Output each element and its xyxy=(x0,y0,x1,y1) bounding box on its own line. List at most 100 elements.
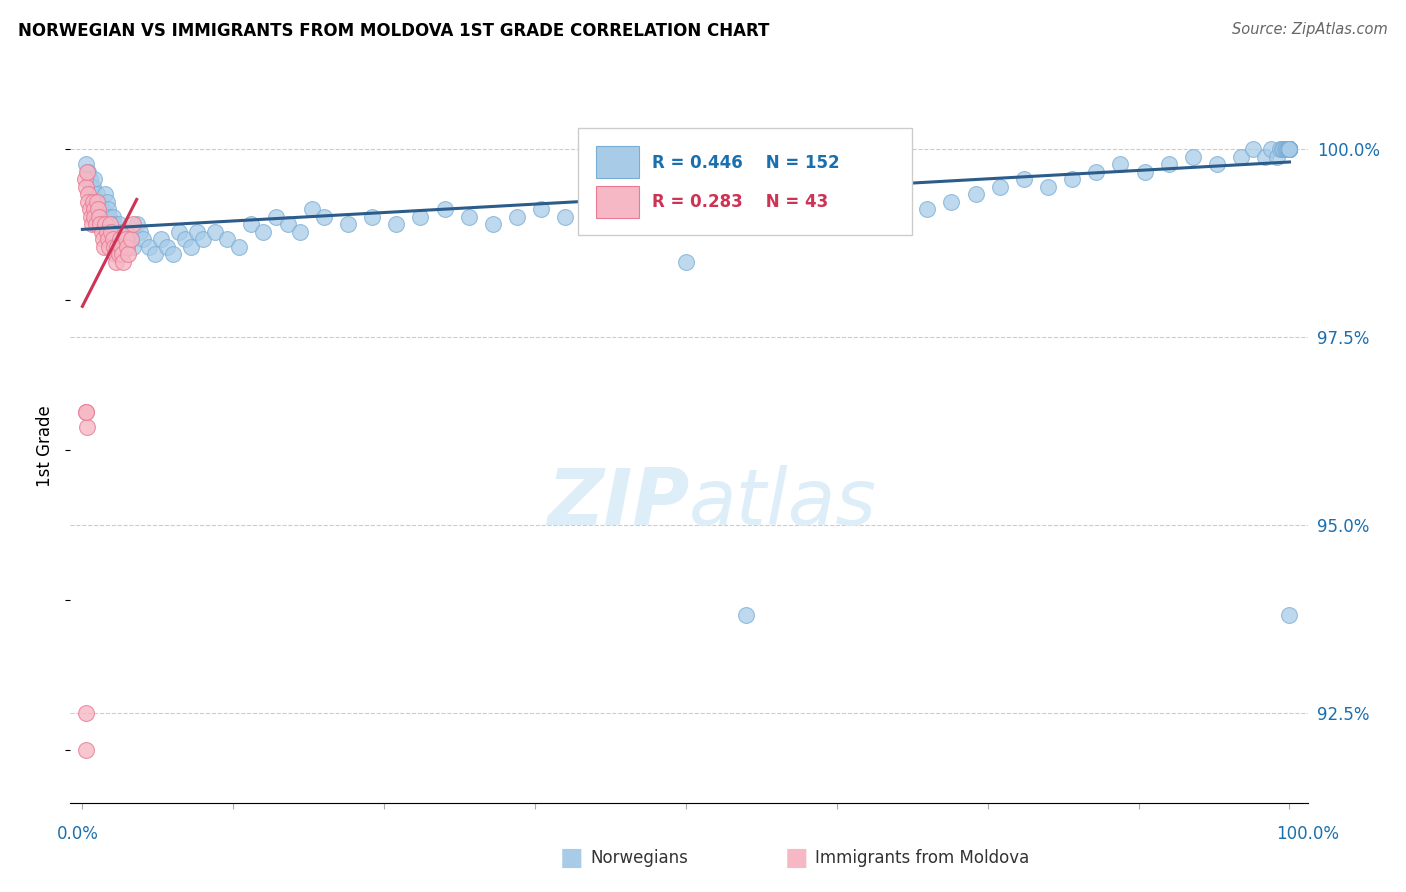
Point xyxy=(79,202,101,217)
Point xyxy=(204,225,226,239)
Point xyxy=(122,218,145,232)
Point xyxy=(114,232,136,246)
Point xyxy=(186,225,208,239)
Point xyxy=(217,232,239,246)
Point xyxy=(1278,142,1301,156)
Point xyxy=(1278,142,1301,156)
Point xyxy=(94,187,117,202)
Point xyxy=(1278,142,1301,156)
Text: R = 0.446    N = 152: R = 0.446 N = 152 xyxy=(652,153,839,171)
Point xyxy=(1278,142,1301,156)
Point xyxy=(91,210,114,224)
Point xyxy=(252,225,274,239)
Point xyxy=(174,232,197,246)
Point xyxy=(1278,142,1301,156)
Point xyxy=(114,240,136,254)
Point xyxy=(129,225,152,239)
Point xyxy=(868,187,890,202)
Point xyxy=(120,232,142,246)
Point xyxy=(796,210,818,224)
Point xyxy=(100,225,122,239)
Point xyxy=(1278,142,1301,156)
Point xyxy=(105,255,128,269)
Point xyxy=(1278,142,1301,156)
Point xyxy=(651,210,673,224)
Point xyxy=(112,232,135,246)
Point xyxy=(86,187,108,202)
Point xyxy=(1278,142,1301,156)
Point xyxy=(1272,142,1295,156)
Point xyxy=(89,218,111,232)
Point xyxy=(83,172,105,186)
Point xyxy=(162,247,184,261)
Point xyxy=(1278,142,1301,156)
Point xyxy=(93,240,115,254)
Point xyxy=(723,210,745,224)
Point xyxy=(457,210,479,224)
Point xyxy=(104,247,127,261)
Point xyxy=(1241,142,1264,156)
Point xyxy=(1260,142,1282,156)
Point xyxy=(385,218,408,232)
Point xyxy=(97,232,120,246)
Point xyxy=(1278,142,1301,156)
Text: ■: ■ xyxy=(785,847,808,870)
Point xyxy=(107,218,129,232)
Point xyxy=(578,218,600,232)
Point xyxy=(90,225,112,239)
Point xyxy=(1206,157,1229,171)
Point xyxy=(149,232,172,246)
Point xyxy=(1278,142,1301,156)
Text: ■: ■ xyxy=(560,847,583,870)
Text: ZIP: ZIP xyxy=(547,465,689,541)
Point xyxy=(103,240,125,254)
Point xyxy=(1278,142,1301,156)
Point xyxy=(117,247,139,261)
Point xyxy=(1278,142,1301,156)
Point xyxy=(891,194,914,209)
Text: Immigrants from Moldova: Immigrants from Moldova xyxy=(815,849,1029,867)
Point xyxy=(277,218,299,232)
Point xyxy=(76,165,98,179)
Point xyxy=(143,247,166,261)
Point xyxy=(89,210,111,224)
Point xyxy=(1181,150,1204,164)
Point xyxy=(77,165,100,179)
Point xyxy=(1278,142,1301,156)
Point xyxy=(101,210,124,224)
Point xyxy=(97,210,120,224)
Point xyxy=(1278,142,1301,156)
Text: atlas: atlas xyxy=(689,465,877,541)
Point xyxy=(75,743,97,757)
Point xyxy=(675,255,697,269)
Point xyxy=(1275,142,1298,156)
Point xyxy=(627,202,650,217)
Point xyxy=(844,194,866,209)
Point xyxy=(301,202,323,217)
Point xyxy=(75,157,97,171)
Point xyxy=(1274,142,1296,156)
Point xyxy=(1278,142,1301,156)
Point xyxy=(965,187,987,202)
Point xyxy=(73,172,96,186)
Point xyxy=(105,232,128,246)
Point xyxy=(94,218,117,232)
Point xyxy=(312,210,335,224)
Point xyxy=(80,179,103,194)
Point xyxy=(1278,142,1301,156)
Point xyxy=(93,218,115,232)
Point xyxy=(84,194,107,209)
Point xyxy=(1062,172,1084,186)
Point xyxy=(107,247,129,261)
Point xyxy=(83,210,105,224)
Point xyxy=(1230,150,1253,164)
Point xyxy=(1278,142,1301,156)
Point xyxy=(1278,142,1301,156)
Point xyxy=(1157,157,1180,171)
Point xyxy=(97,202,120,217)
Point xyxy=(988,179,1011,194)
Point xyxy=(1278,142,1301,156)
Point xyxy=(167,225,190,239)
Text: R = 0.283    N = 43: R = 0.283 N = 43 xyxy=(652,193,828,211)
Point xyxy=(75,405,97,419)
